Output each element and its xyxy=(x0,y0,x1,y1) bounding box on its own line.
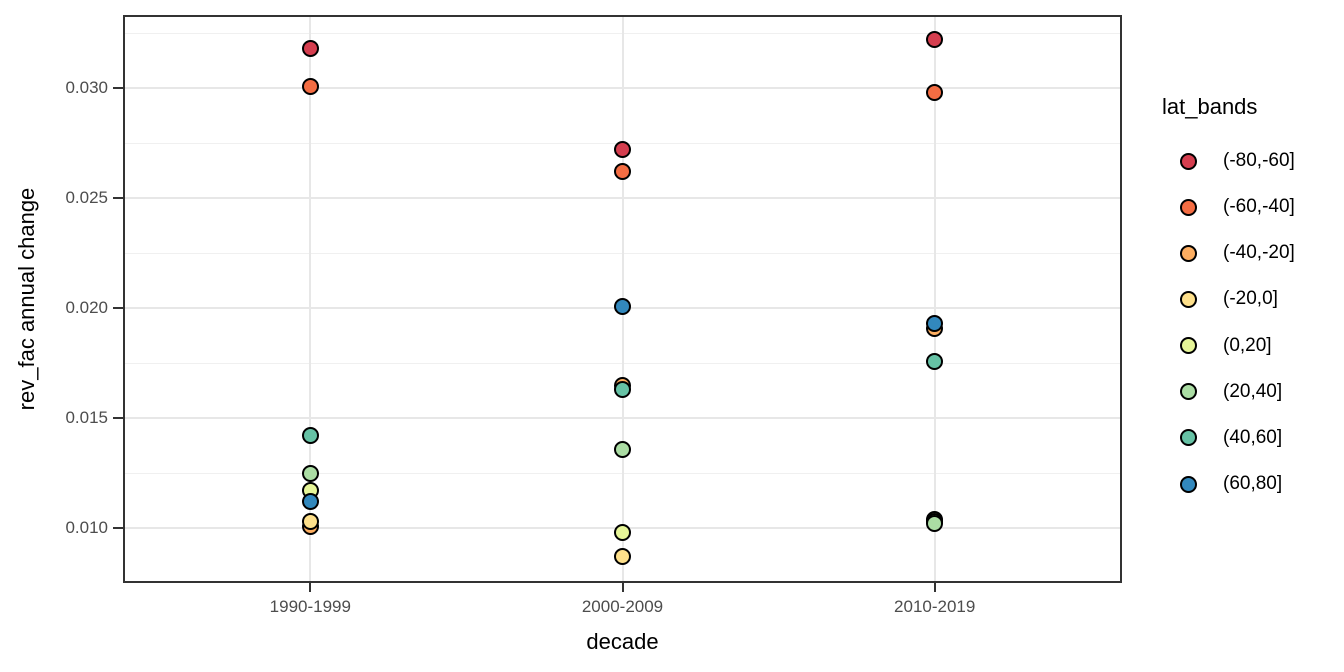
data-point xyxy=(614,297,631,315)
y-axis-tick xyxy=(113,87,123,90)
x-tick-label: 2010-2019 xyxy=(894,597,976,616)
y-axis-tick xyxy=(113,417,123,420)
data-point xyxy=(301,40,319,58)
legend-label: (40,60] xyxy=(1223,426,1283,448)
data-point xyxy=(614,524,631,542)
legend-entry: (0,20] xyxy=(1180,323,1272,369)
y-axis-tick xyxy=(113,307,123,310)
legend-key-icon xyxy=(1180,337,1197,355)
y-tick-label: 0.020 xyxy=(65,298,108,318)
x-axis-tick xyxy=(933,583,936,592)
y-tick-label: 0.030 xyxy=(65,78,108,98)
x-tick-label: 2000-2009 xyxy=(581,597,664,616)
legend-key-icon xyxy=(1180,383,1197,401)
legend-label: (-60,-40] xyxy=(1223,196,1295,218)
legend-key-icon xyxy=(1180,475,1197,493)
data-point xyxy=(301,493,319,511)
x-tick-label: 1990-1999 xyxy=(269,597,351,616)
legend-entry: (60,80] xyxy=(1180,461,1282,507)
legend-key-icon xyxy=(1180,429,1197,447)
legend-entry: (40,60] xyxy=(1180,415,1282,461)
legend-entry: (-40,-20] xyxy=(1180,230,1295,276)
data-point xyxy=(301,77,319,95)
x-axis-tick xyxy=(309,583,312,592)
data-point xyxy=(926,315,944,333)
y-tick-label: 0.015 xyxy=(65,408,108,428)
data-point xyxy=(926,515,944,533)
legend-label: (-80,-60] xyxy=(1223,150,1295,171)
plot-panel xyxy=(123,15,1122,583)
data-point xyxy=(614,548,631,566)
data-point xyxy=(301,464,319,482)
y-axis-tick xyxy=(113,527,123,530)
legend-key-icon xyxy=(1180,198,1197,216)
data-point xyxy=(301,427,319,445)
data-point xyxy=(614,141,631,159)
data-point xyxy=(301,513,319,531)
legend-label: (0,20] xyxy=(1223,334,1272,356)
legend-entry: (-80,-60] xyxy=(1180,138,1295,184)
data-point xyxy=(614,440,631,458)
legend-entry: (-20,0] xyxy=(1180,276,1278,322)
x-axis-tick xyxy=(621,583,624,592)
data-point xyxy=(926,31,944,49)
data-point xyxy=(926,352,944,370)
legend-label: (-40,-20] xyxy=(1223,242,1295,264)
legend-entry: (-60,-40] xyxy=(1180,184,1295,230)
y-tick-label: 0.010 xyxy=(65,518,108,538)
legend-key-icon xyxy=(1180,244,1197,262)
legend-label: (20,40] xyxy=(1223,380,1283,402)
data-point xyxy=(614,163,631,181)
x-axis-title: decade xyxy=(586,629,659,654)
y-axis-tick xyxy=(113,197,123,200)
legend: lat_bands (-80,-60] (-60,-40] (-40,-20] (-2… xyxy=(1150,88,1344,518)
legend-title: lat_bands xyxy=(1162,94,1258,119)
legend-key-icon xyxy=(1180,290,1197,308)
gridline-vertical xyxy=(933,15,936,583)
data-point xyxy=(926,84,944,102)
legend-key-icon xyxy=(1180,152,1197,170)
legend-label: (-20,0] xyxy=(1223,288,1278,310)
data-point xyxy=(614,381,631,399)
legend-label: (60,80] xyxy=(1223,473,1283,495)
gridline-vertical xyxy=(309,15,312,583)
y-tick-label: 0.025 xyxy=(65,188,108,208)
legend-entry: (20,40] xyxy=(1180,369,1282,415)
y-axis-title: rev_fac annual change xyxy=(14,187,39,411)
